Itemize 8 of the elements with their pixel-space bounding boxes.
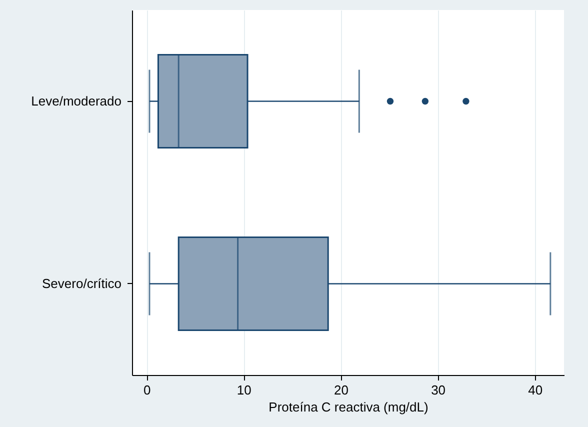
x-tick-label: 40 — [528, 382, 543, 398]
x-axis-title: Proteína C reactiva (mg/dL) — [268, 400, 428, 414]
x-tick-label: 10 — [236, 382, 252, 398]
x-tick-label: 30 — [431, 382, 446, 398]
y-tick-label: Leve/moderado — [31, 93, 122, 108]
x-tick-label: 20 — [334, 382, 348, 398]
x-tick-label: 0 — [143, 382, 151, 398]
y-tick-label: Severo/crítico — [42, 276, 122, 291]
